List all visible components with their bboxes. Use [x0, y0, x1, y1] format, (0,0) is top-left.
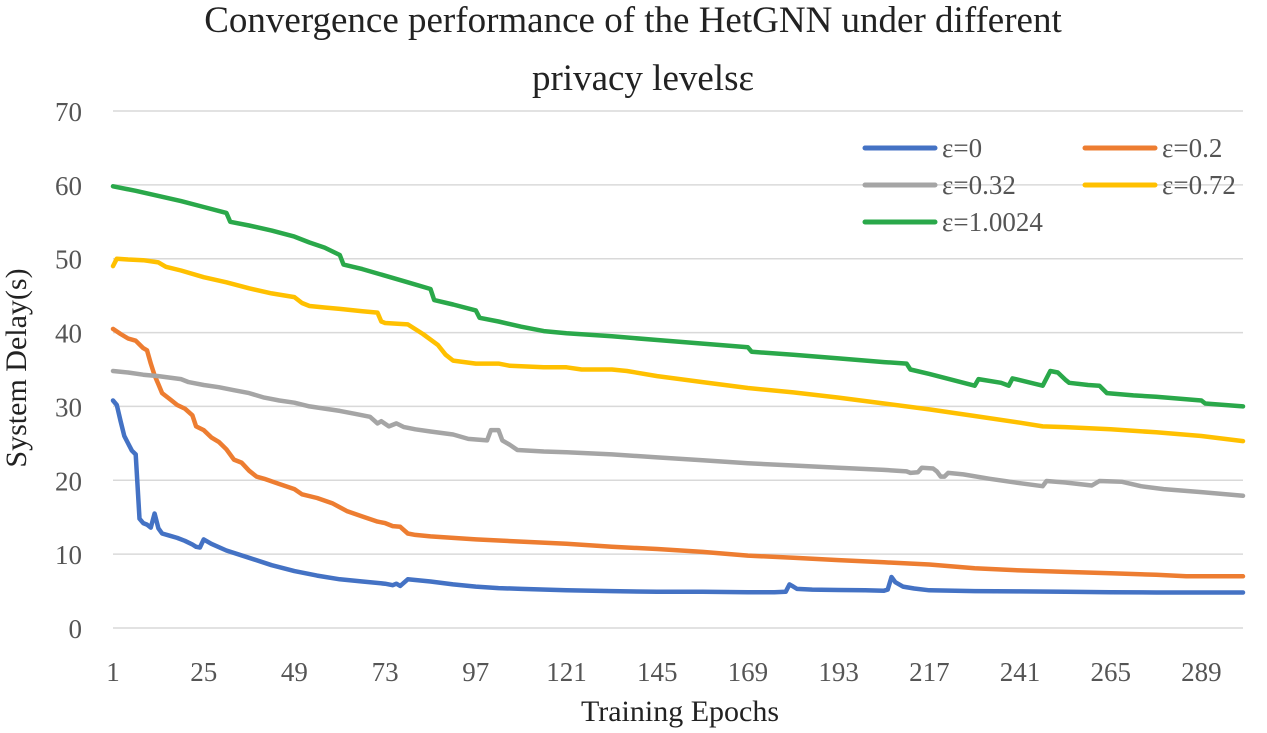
x-tick-label: 241: [1000, 657, 1041, 687]
series-line-0: [110, 398, 1246, 595]
x-tick-label: 73: [372, 657, 399, 687]
legend: ε=0 ε=0.2 ε=0.32 ε=0.72 ε=1.0024: [862, 133, 1236, 237]
y-tick-label: 60: [55, 171, 82, 201]
legend-item: ε=0.72: [1082, 170, 1236, 200]
x-tick-label: 121: [546, 657, 587, 687]
x-tick-label: 97: [462, 657, 489, 687]
x-tick-label: 265: [1090, 657, 1131, 687]
y-tick-label: 20: [55, 466, 82, 496]
legend-label: ε=0.72: [1162, 170, 1236, 200]
legend-item: ε=0.32: [862, 170, 1016, 200]
x-axis-label: Training Epochs: [581, 695, 779, 728]
y-axis-label: System Delay(s): [0, 268, 33, 467]
legend-label: ε=0.32: [942, 170, 1016, 200]
legend-label: ε=0.2: [1162, 133, 1222, 163]
x-tick-label: 193: [818, 657, 859, 687]
x-tick-label: 49: [281, 657, 308, 687]
x-tick-label: 25: [190, 657, 217, 687]
x-tick-label: 1: [106, 657, 120, 687]
y-axis-ticks: 0 10 20 30 40 50 60 70: [55, 97, 82, 644]
y-tick-label: 30: [55, 392, 82, 422]
x-tick-label: 145: [637, 657, 678, 687]
y-tick-label: 40: [55, 319, 82, 349]
series-line-3: [110, 256, 1246, 444]
legend-item: ε=1.0024: [862, 207, 1043, 237]
series-line-1: [110, 326, 1246, 579]
series-line-4: [110, 184, 1246, 409]
series-line-2: [110, 368, 1246, 499]
legend-item: ε=0.2: [1082, 133, 1222, 163]
x-tick-label: 169: [728, 657, 769, 687]
chart-title-line-1: Convergence performance of the HetGNN un…: [204, 0, 1062, 41]
series-lines: [110, 184, 1246, 595]
y-tick-label: 0: [69, 614, 83, 644]
y-tick-label: 70: [55, 97, 82, 127]
legend-item: ε=0: [862, 133, 982, 163]
legend-label: ε=1.0024: [942, 207, 1043, 237]
x-tick-label: 289: [1181, 657, 1222, 687]
chart-title-line-2: privacy levelsε: [532, 58, 754, 99]
x-axis-ticks: 1 25 49 73 97 121 145 169 193 217 241 265 289: [106, 657, 1221, 687]
x-tick-label: 217: [909, 657, 950, 687]
y-tick-label: 50: [55, 245, 82, 275]
y-tick-label: 10: [55, 540, 82, 570]
legend-label: ε=0: [942, 133, 982, 163]
